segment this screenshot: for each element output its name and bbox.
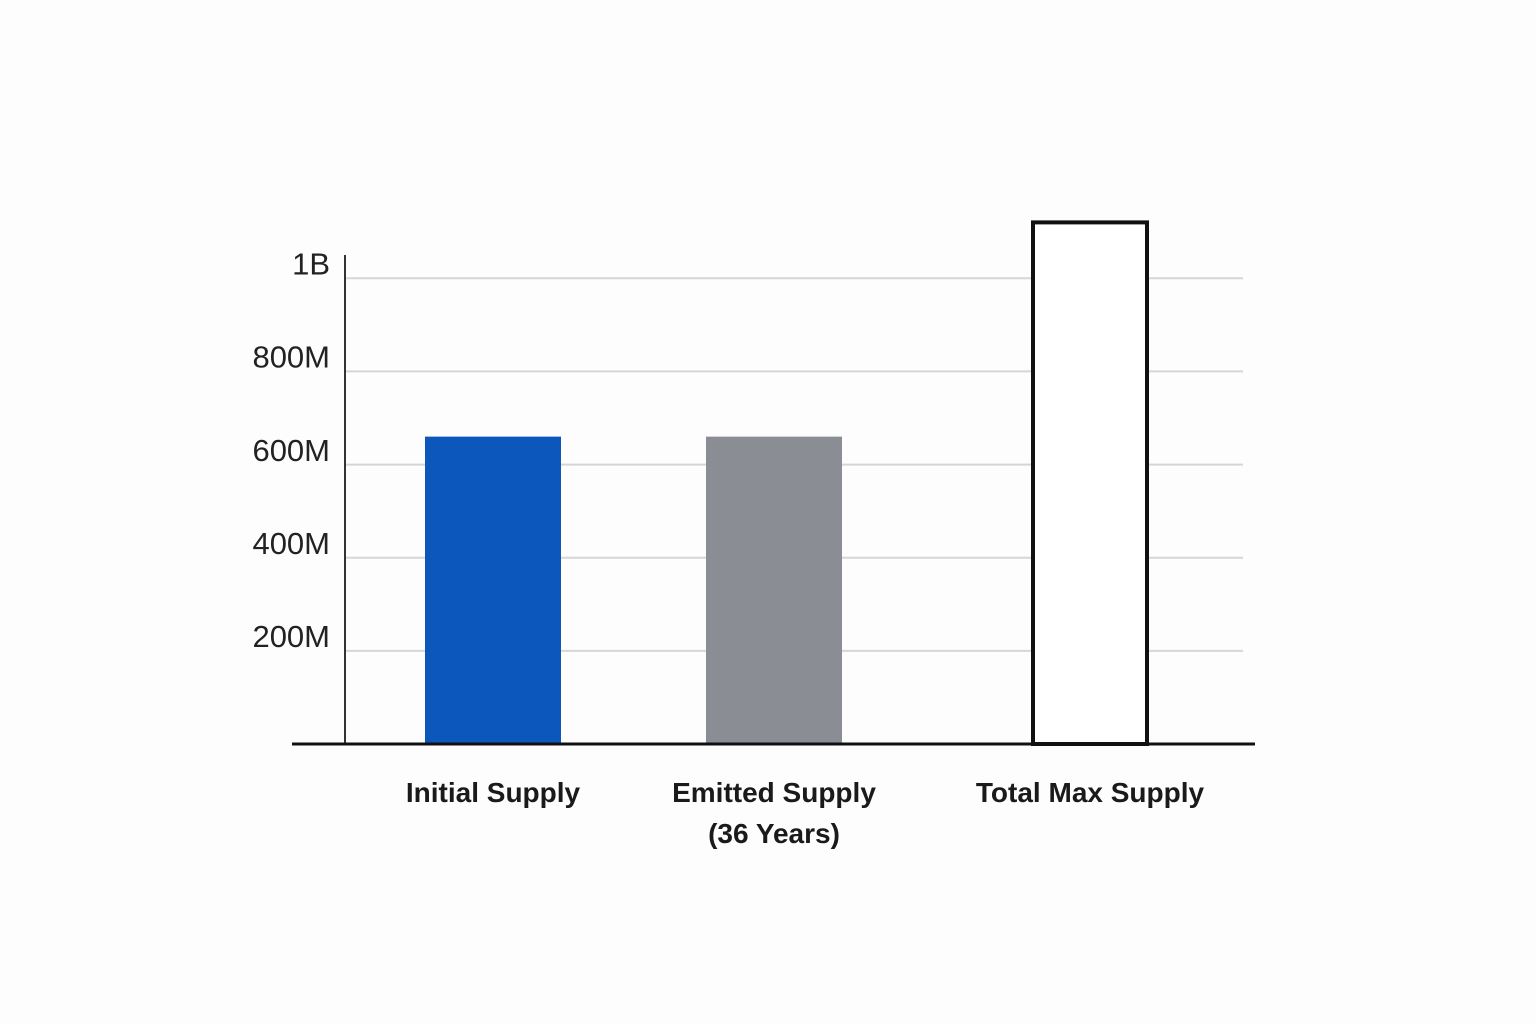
bar — [706, 436, 842, 744]
y-tick-label: 400M — [252, 526, 330, 561]
y-tick-label: 200M — [252, 619, 330, 654]
y-tick-label: 1B — [292, 246, 330, 281]
x-tick-label: Initial Supply — [405, 777, 581, 808]
x-tick-label: Emitted Supply (36 Years) — [672, 777, 876, 849]
bar — [1031, 220, 1149, 746]
y-tick-label: 600M — [252, 433, 330, 468]
x-tick-label: Total Max Supply — [975, 777, 1205, 808]
bar — [425, 436, 561, 744]
y-tick-label: 800M — [252, 340, 330, 375]
